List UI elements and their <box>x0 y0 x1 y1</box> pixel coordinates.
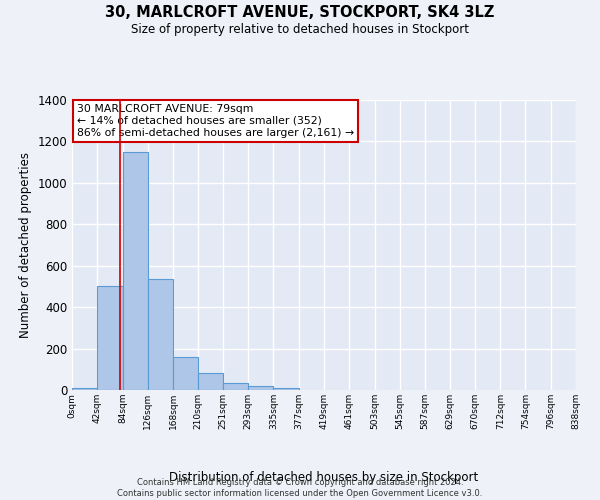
X-axis label: Distribution of detached houses by size in Stockport: Distribution of detached houses by size … <box>169 471 479 484</box>
Text: Size of property relative to detached houses in Stockport: Size of property relative to detached ho… <box>131 22 469 36</box>
Bar <box>122 152 148 390</box>
Bar <box>72 388 97 390</box>
Bar <box>274 388 299 390</box>
Bar <box>223 383 248 390</box>
Text: Contains HM Land Registry data © Crown copyright and database right 2024.
Contai: Contains HM Land Registry data © Crown c… <box>118 478 482 498</box>
Bar <box>148 279 173 390</box>
Bar <box>199 374 223 390</box>
Text: 30 MARLCROFT AVENUE: 79sqm
← 14% of detached houses are smaller (352)
86% of sem: 30 MARLCROFT AVENUE: 79sqm ← 14% of deta… <box>77 104 354 138</box>
Bar <box>97 286 122 390</box>
Y-axis label: Number of detached properties: Number of detached properties <box>19 152 32 338</box>
Text: 30, MARLCROFT AVENUE, STOCKPORT, SK4 3LZ: 30, MARLCROFT AVENUE, STOCKPORT, SK4 3LZ <box>106 5 494 20</box>
Bar <box>248 386 274 390</box>
Bar <box>173 357 199 390</box>
